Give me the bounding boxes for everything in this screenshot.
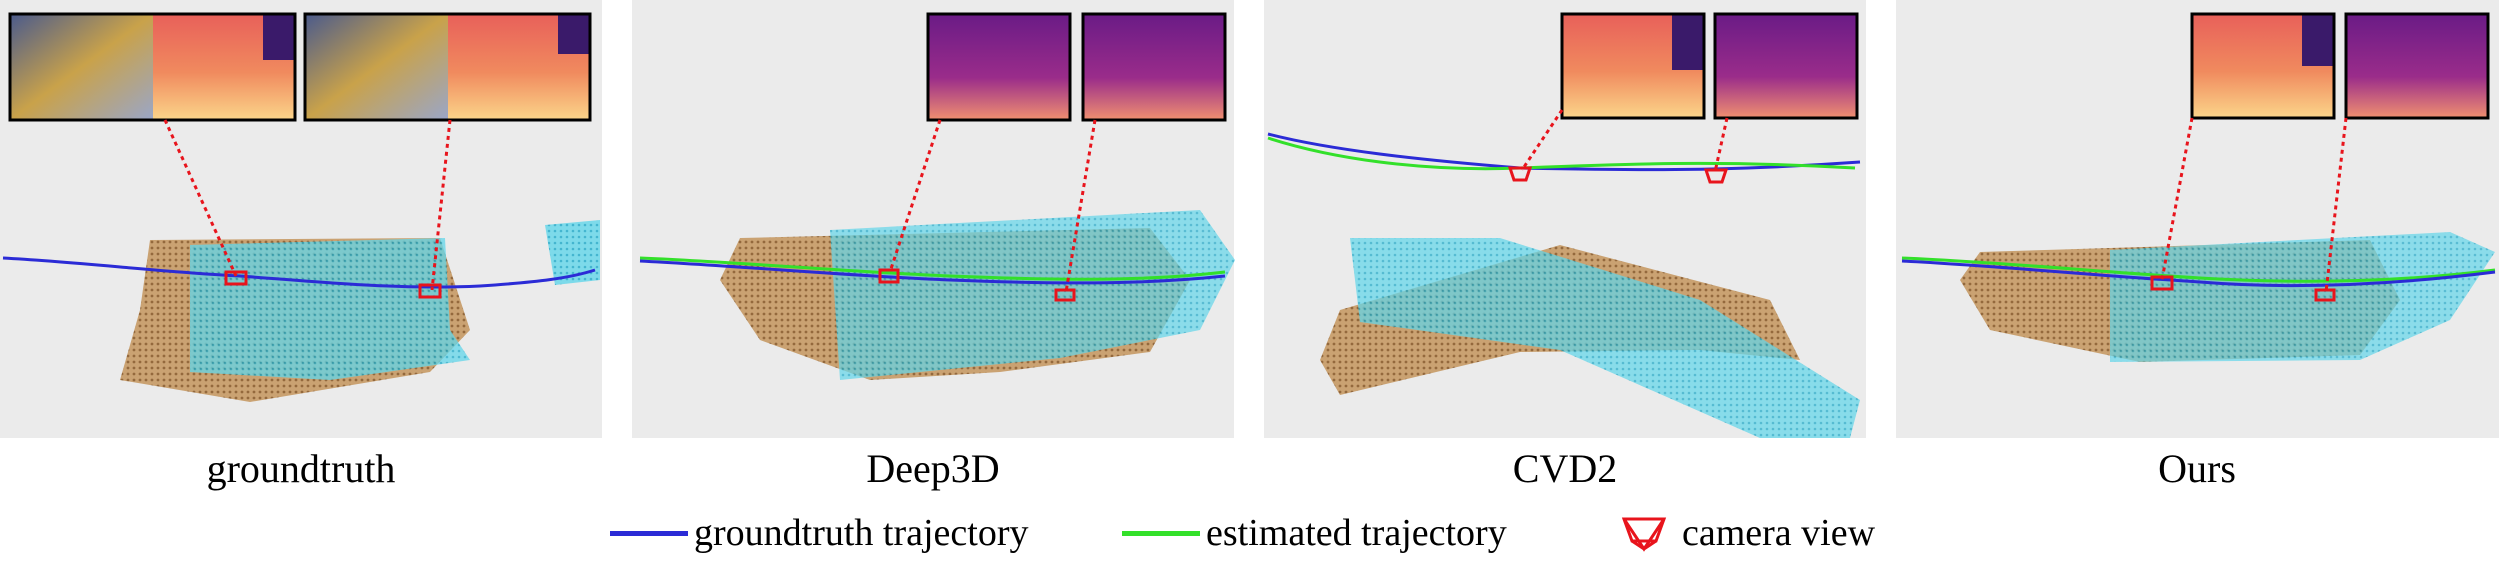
inset-rgb-2 [305,14,448,120]
legend-estimated: estimated trajectory [1122,505,1507,561]
camera-view-marker [1703,168,1729,184]
panel-ours [1896,0,2499,438]
panel-caption-ours: Ours [2158,446,2236,491]
panel-caption-deep3d: Deep3D [866,446,1000,491]
camera-view-marker [418,283,442,299]
panel-cvd2 [1264,0,1866,438]
legend-camera-label: camera view [1682,512,1876,554]
inset-depth-2 [448,14,590,120]
panel-groundtruth [0,0,602,438]
camera-view-marker [224,270,248,286]
legend-estimated-label: estimated trajectory [1206,512,1507,554]
camera-view-marker [878,268,900,284]
panel-caption-groundtruth: groundtruth [206,446,396,491]
groundtruth-line-swatch [610,530,688,536]
inset-rgb-1 [10,14,153,120]
camera-view-marker [1054,288,1076,302]
camera-view-icon [1621,517,1667,552]
inset-depth-1 [153,14,295,120]
legend: groundtruth trajectory estimated traject… [0,505,2499,561]
camera-view-marker [2314,288,2336,302]
panel-caption-cvd2: CVD2 [1512,446,1618,491]
estimated-line-swatch [1122,530,1200,536]
camera-view-marker [2150,275,2174,291]
legend-groundtruth-label: groundtruth trajectory [694,512,1029,554]
legend-camera: camera view [1620,505,1875,561]
panel-deep3d [632,0,1235,438]
legend-groundtruth: groundtruth trajectory [610,505,1029,561]
camera-view-marker [1507,166,1533,182]
